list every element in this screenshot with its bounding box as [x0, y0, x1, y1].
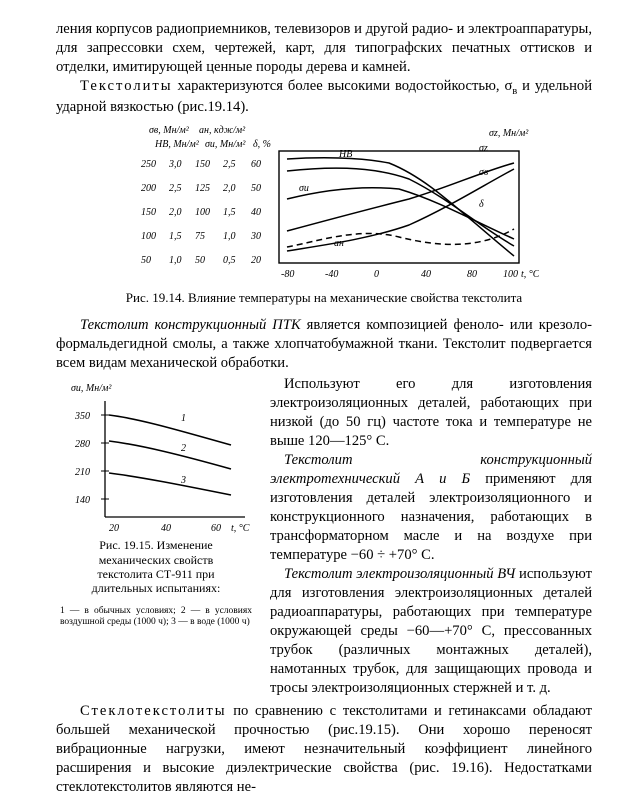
svg-text:200: 200: [141, 183, 156, 194]
svg-text:20: 20: [109, 523, 119, 534]
rcol-para-1: Используют его для изготовления электрои…: [270, 375, 592, 451]
term-textolites: Текстолиты: [80, 78, 173, 94]
svg-text:150: 150: [195, 159, 210, 170]
svg-text:280: 280: [75, 439, 90, 450]
svg-text:ан, кдж/м²: ан, кдж/м²: [199, 125, 246, 136]
svg-text:-80: -80: [281, 269, 294, 280]
fig14-y-ticks: 250 3,0 150 2,5 60 200 2,5 125 2,0 50 150 2,0 100 1…: [141, 159, 261, 266]
rcol-para-3: Текстолит электроизоляционный ВЧ использ…: [270, 565, 592, 698]
svg-text:100: 100: [195, 207, 210, 218]
svg-text:210: 210: [75, 467, 90, 478]
right-column: Используют его для изготовления электрои…: [270, 375, 592, 697]
fig14-y-axis-labels: σв, Мн/м² ан, кдж/м² НВ, Мн/м² σи, Мн/м²…: [149, 125, 529, 150]
paragraph-1: ления корпусов радиоприемников, телевизо…: [56, 20, 592, 77]
svg-text:50: 50: [251, 183, 261, 194]
svg-text:100: 100: [141, 231, 156, 242]
svg-text:σи, Мн/м²: σи, Мн/м²: [205, 139, 246, 150]
svg-text:σи, Мн/м²: σи, Мн/м²: [71, 383, 112, 394]
svg-text:σz, Мн/м²: σz, Мн/м²: [489, 128, 529, 139]
paragraph-4: Стеклотекстолиты по сравнению с текстоли…: [56, 702, 592, 793]
figure-19-15-caption: Рис. 19.15. Изменение механических свойс…: [86, 538, 226, 596]
svg-text:1,5: 1,5: [223, 207, 236, 218]
svg-text:σz: σz: [479, 143, 488, 154]
rcol-para-2: Текстолит конструкционный электротехниче…: [270, 451, 592, 565]
left-column: σи, Мн/м² 350 280 210 140: [56, 375, 256, 697]
svg-text:ан: ан: [334, 238, 344, 249]
svg-text:НВ: НВ: [338, 149, 352, 160]
svg-text:t, °C: t, °C: [231, 523, 250, 534]
svg-text:0: 0: [374, 269, 379, 280]
figure-19-14: σв, Мн/м² ан, кдж/м² НВ, Мн/м² σи, Мн/м²…: [109, 121, 539, 286]
svg-text:50: 50: [141, 255, 151, 266]
svg-text:80: 80: [467, 269, 477, 280]
svg-text:σв, Мн/м²: σв, Мн/м²: [149, 125, 190, 136]
svg-text:0,5: 0,5: [223, 255, 236, 266]
svg-text:60: 60: [211, 523, 221, 534]
svg-text:40: 40: [161, 523, 171, 534]
svg-text:100: 100: [503, 269, 518, 280]
fig15-plot: 1 2 3 20 40 60 t, °C: [101, 401, 250, 534]
svg-text:350: 350: [74, 411, 90, 422]
term-steklotextolites: Стеклотекстолиты: [80, 703, 227, 719]
svg-text:125: 125: [195, 183, 210, 194]
svg-text:20: 20: [251, 255, 261, 266]
fig14-plot: -80 -40 0 40 80 100 t, °C НВ σz: [279, 143, 539, 280]
svg-text:2,0: 2,0: [169, 207, 182, 218]
svg-text:σв: σв: [479, 167, 489, 178]
svg-text:δ: δ: [479, 199, 484, 210]
svg-text:250: 250: [141, 159, 156, 170]
figure-19-15-note: 1 — в обычных условиях; 2 — в условиях в…: [56, 606, 256, 628]
term-vch: Текстолит электроизоляционный ВЧ: [284, 566, 515, 582]
figure-19-14-caption: Рис. 19.14. Влияние температуры на механ…: [86, 290, 562, 306]
fig15-y-ticks: 350 280 210 140: [74, 411, 90, 506]
svg-text:δ, %: δ, %: [253, 139, 271, 150]
svg-text:140: 140: [75, 495, 90, 506]
svg-text:1,0: 1,0: [169, 255, 182, 266]
svg-text:НВ, Мн/м²: НВ, Мн/м²: [154, 139, 200, 150]
svg-text:40: 40: [251, 207, 261, 218]
paragraph-2: Текстолиты характеризуются более высоким…: [56, 77, 592, 117]
paragraph-3: Текстолит конструкционный ПТК является к…: [56, 316, 592, 373]
svg-text:t, °C: t, °C: [521, 269, 539, 280]
svg-text:2,5: 2,5: [223, 159, 236, 170]
svg-text:3: 3: [180, 475, 186, 486]
svg-text:σи: σи: [299, 183, 309, 194]
svg-text:75: 75: [195, 231, 205, 242]
svg-text:50: 50: [195, 255, 205, 266]
svg-text:2,0: 2,0: [223, 183, 236, 194]
svg-text:2,5: 2,5: [169, 183, 182, 194]
svg-text:150: 150: [141, 207, 156, 218]
svg-text:60: 60: [251, 159, 261, 170]
svg-text:1: 1: [181, 413, 186, 424]
svg-text:2: 2: [181, 443, 186, 454]
svg-text:-40: -40: [325, 269, 338, 280]
svg-text:3,0: 3,0: [168, 159, 182, 170]
svg-text:1,5: 1,5: [169, 231, 182, 242]
figure-19-15: σи, Мн/м² 350 280 210 140: [61, 379, 251, 534]
svg-text:1,0: 1,0: [223, 231, 236, 242]
term-ptk: Текстолит конструкционный ПТК: [80, 317, 301, 333]
svg-text:30: 30: [250, 231, 261, 242]
svg-text:40: 40: [421, 269, 431, 280]
